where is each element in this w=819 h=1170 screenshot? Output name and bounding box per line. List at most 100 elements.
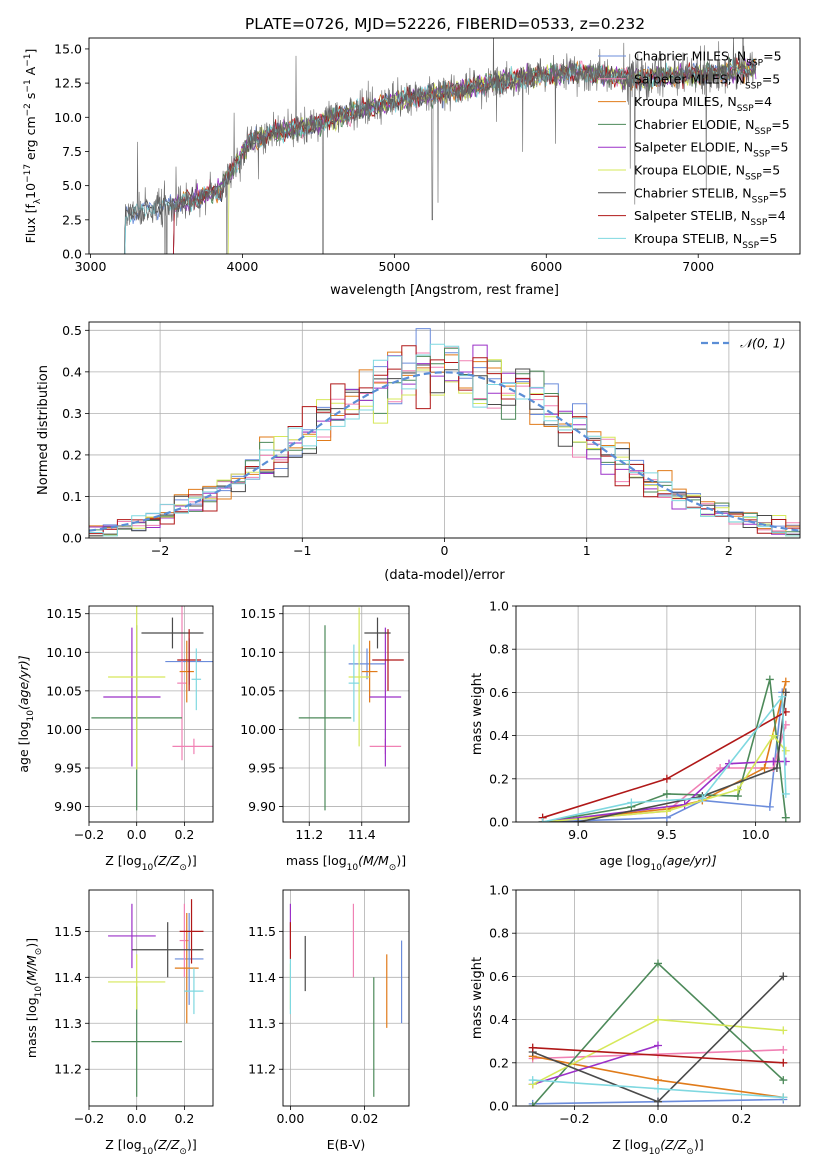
- errorbar-point: [364, 617, 391, 649]
- y-tick-label: 1.0: [489, 883, 509, 898]
- axes-mass_weight_vs_Z: [516, 889, 800, 1107]
- errorbar-point: [174, 912, 199, 1024]
- y-axis-label: Normed distribution: [36, 365, 51, 495]
- mass-weight-marker: [716, 764, 725, 772]
- x-axis-label: (data-model)/error: [384, 568, 505, 583]
- mass-weight-marker: [574, 818, 583, 822]
- y-tick-label: 5.0: [62, 178, 82, 193]
- plot-area-age_vs_mass: [298, 607, 404, 811]
- y-axis-label: mass weight: [470, 673, 485, 755]
- axes-mass_vs_Z: [88, 890, 213, 1106]
- x-axis-label: Z [log10(Z/Z⊙)]: [105, 853, 196, 873]
- mass-weight-marker: [765, 802, 774, 811]
- mass-weight-marker: [654, 1041, 662, 1050]
- errorbar-point: [108, 954, 166, 1010]
- y-tick-label: 10.00: [240, 722, 276, 737]
- axes-spectrum: [123, 38, 757, 254]
- errorbar-point: [108, 903, 156, 969]
- axes-frame-mass_vs_Z: [88, 889, 214, 1107]
- mass-weight-marker: [733, 785, 742, 794]
- x-tick-label: 9.0: [568, 827, 588, 842]
- x-tick-label: 0.0: [648, 1111, 668, 1126]
- spectrum-data-line: [123, 38, 757, 254]
- y-tick-label: 10.00: [46, 722, 82, 737]
- errorbar-point: [191, 648, 202, 711]
- mass-weight-marker: [662, 807, 671, 816]
- axes-frame-mass_weight_vs_Z: [515, 889, 801, 1107]
- figure-title: PLATE=0726, MJD=52226, FIBERID=0533, z=0…: [245, 15, 645, 33]
- y-tick-label: 9.90: [248, 799, 276, 814]
- plot-area-age_vs_Z: [91, 606, 213, 811]
- y-tick-label: 0.3: [62, 406, 82, 421]
- y-tick-label: 0.1: [62, 489, 82, 504]
- mass-weight-marker: [779, 1093, 788, 1102]
- y-tick-label: 0.4: [489, 1012, 509, 1027]
- ticks-age_vs_mass: 11.2 11.4 9.90 9.95 10.00 10.05 10.10 10.15: [240, 606, 376, 842]
- y-tick-label: 9.95: [54, 761, 82, 776]
- spectrum-model-line: [227, 60, 757, 254]
- errorbar-point: [179, 903, 190, 978]
- x-axis-label: Z [log10(Z/Z⊙)]: [105, 1137, 196, 1157]
- mass-weight-marker: [779, 1058, 788, 1067]
- y-tick-label: 0.4: [489, 728, 509, 743]
- x-axis-label: mass [log10(M/M⊙)]: [286, 853, 406, 873]
- x-tick-label: 0.00: [276, 1111, 304, 1126]
- legend-entry: Kroupa MILES, NSSP=4: [634, 94, 772, 114]
- x-tick-label: −1: [293, 543, 311, 558]
- legend-entry: Chabrier STELIB, NSSP=5: [634, 185, 787, 205]
- ticks-mass_weight_vs_Z: −0.2 0.0 0.2 0.0 0.2 0.4 0.6 0.8 1.0: [489, 883, 751, 1127]
- errorbar-point: [348, 648, 386, 680]
- x-tick-label: 2: [725, 543, 733, 558]
- errorbar-point: [348, 607, 370, 747]
- mass-weight-marker: [779, 972, 788, 981]
- axes-age_vs_Z: [88, 606, 213, 822]
- errorbar-point: [298, 625, 352, 811]
- y-tick-label: 9.90: [54, 799, 82, 814]
- y-tick-label: 15.0: [54, 41, 82, 56]
- mass-weight-marker: [781, 757, 790, 766]
- y-axis-label: mass [log10(M/M⊙)]: [24, 938, 44, 1058]
- errorbar-point: [103, 627, 161, 767]
- axes-age_vs_mass: [283, 606, 409, 822]
- ticks-mass_vs_ebv: 0.00 0.02 11.2 11.3 11.4 11.5: [248, 924, 378, 1126]
- y-tick-label: 0.8: [489, 926, 509, 941]
- mass-weight-marker: [781, 688, 790, 697]
- axes-mass_vs_ebv: [283, 890, 409, 1106]
- y-tick-label: 11.4: [248, 970, 276, 985]
- mass-weight-marker: [654, 959, 662, 968]
- y-axis-label: age [log10(age/yr)]: [16, 655, 36, 772]
- y-tick-label: 0.2: [489, 1055, 509, 1070]
- mass-weight-marker: [654, 1084, 662, 1093]
- residual-histogram-step: [89, 343, 800, 537]
- legend-residuals: 𝒩(0, 1): [701, 336, 786, 351]
- x-tick-label: 4000: [227, 259, 259, 274]
- errorbar-point: [348, 644, 360, 722]
- errorbar-point: [361, 640, 378, 703]
- legend-entry: Salpeter ELODIE, NSSP=5: [634, 140, 788, 160]
- plot-area-mass_weight_vs_Z: [528, 959, 788, 1106]
- plot-area-residuals: [89, 328, 800, 537]
- mass-weight-marker: [662, 789, 671, 798]
- mass-weight-marker: [781, 813, 790, 822]
- y-tick-label: 11.2: [248, 1062, 276, 1077]
- y-tick-label: 10.05: [46, 683, 82, 698]
- ticks-residuals: −2 −1 0 1 2 0.0 0.1 0.2 0.3 0.4 0.5: [62, 323, 733, 558]
- errorbar-point: [172, 738, 213, 755]
- y-tick-label: 0.0: [489, 1099, 509, 1114]
- y-tick-label: 11.4: [54, 970, 82, 985]
- y-tick-label: 0.5: [62, 323, 82, 338]
- ticks-spectrum: 3000 4000 5000 6000 7000 0.0 2.5 5.0 7.5 10.0 12.5…: [54, 41, 714, 274]
- mass-weight-marker: [778, 692, 787, 701]
- mass-weight-marker: [528, 1043, 537, 1052]
- mass-weight-line: [532, 1046, 784, 1064]
- y-tick-label: 1.0: [489, 599, 509, 614]
- errorbar-point: [177, 629, 202, 691]
- y-tick-label: 0.6: [489, 685, 509, 700]
- y-tick-label: 9.95: [248, 761, 276, 776]
- y-tick-label: 0.2: [489, 771, 509, 786]
- x-tick-label: 3000: [75, 259, 107, 274]
- legend-entry: Kroupa ELODIE, NSSP=5: [634, 163, 780, 183]
- x-tick-label: 0.0: [127, 827, 147, 842]
- ticks-age_vs_Z: −0.2 0.0 0.2 9.90 9.95 10.00 10.05 10.10 10.15: [46, 606, 194, 842]
- mass-weight-line: [532, 1044, 659, 1086]
